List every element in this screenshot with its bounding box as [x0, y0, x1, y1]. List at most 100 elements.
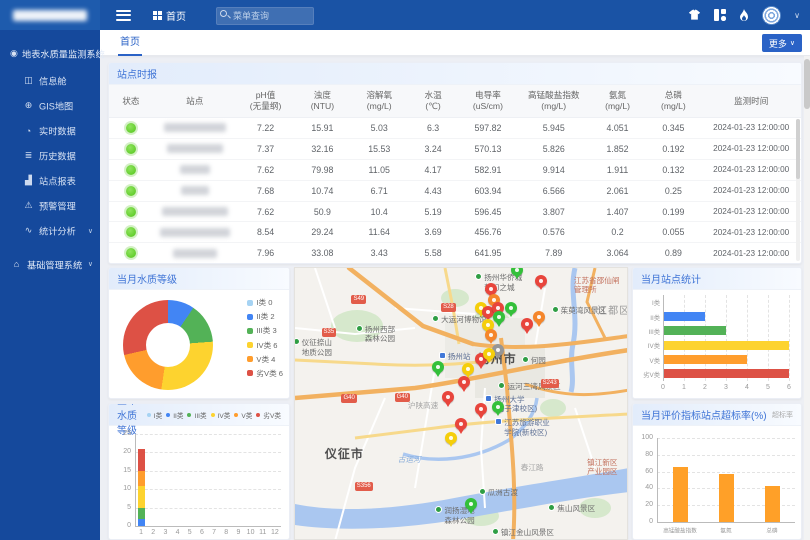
- legend-item[interactable]: II类 2: [247, 311, 283, 322]
- legend-marker: [256, 413, 260, 417]
- cell: 2024-01-23 12:00:00: [701, 123, 801, 132]
- legend-item[interactable]: I类 0: [247, 297, 283, 308]
- sidebar-item-0-2[interactable]: ◔实时数据: [0, 118, 100, 143]
- sidebar-item-0-6[interactable]: ∿统计分析∨: [0, 218, 100, 243]
- map-pin-red[interactable]: [475, 403, 487, 418]
- search-icon: [220, 10, 227, 17]
- sidebar-group-label: 基础管理系统: [27, 257, 82, 271]
- cell: 570.13: [458, 144, 518, 154]
- main-content: 站点时报 状态站点pH值(无量纲)浊度(NTU)溶解氧(mg/L)水温(℃)电导…: [100, 56, 810, 540]
- table-row[interactable]: 7.9633.083.435.58641.957.893.0640.892024…: [109, 243, 801, 264]
- legend-item[interactable]: III类: [187, 410, 206, 420]
- map-pin-red[interactable]: [442, 391, 454, 406]
- poi-green-icon: [432, 315, 439, 322]
- sidebar-group-0[interactable]: ◉地表水质量监测系统∧: [0, 38, 100, 68]
- legend-label: I类: [154, 410, 162, 420]
- sidebar-item-0-4[interactable]: ▟站点报表: [0, 168, 100, 193]
- hamburger-menu-icon[interactable]: [116, 10, 131, 21]
- table-row[interactable]: 7.3732.1615.533.24570.135.8261.8520.1922…: [109, 139, 801, 160]
- nav-home-link[interactable]: 首页: [153, 8, 186, 23]
- flame-icon[interactable]: [739, 9, 749, 22]
- chevron-down-icon[interactable]: ∨: [794, 11, 800, 20]
- map-pin-green[interactable]: [432, 361, 444, 376]
- cell: 0.199: [645, 207, 701, 217]
- more-button[interactable]: 更多 ∨: [762, 34, 802, 52]
- station-cell: [153, 186, 237, 195]
- legend-item[interactable]: IV类 6: [247, 340, 283, 351]
- stack-segment: [138, 519, 145, 526]
- map-pin-green[interactable]: [465, 498, 477, 513]
- bar: [673, 467, 688, 522]
- gis-map[interactable]: 扬州市仪征市江都区扬州西部森林公园仪征捺山地质公园大运河博物馆扬州站何园运河三湾…: [294, 267, 628, 540]
- page-scrollbar-thumb[interactable]: [804, 59, 810, 109]
- table-row[interactable]: 7.6250.910.45.19596.453.8071.4070.199202…: [109, 202, 801, 223]
- series-legend[interactable]: 超标率: [772, 410, 793, 420]
- x-tick-label: 8: [220, 529, 232, 536]
- x-tick-label: 6: [784, 384, 794, 391]
- card-header: 站点时报: [109, 63, 801, 85]
- legend-item[interactable]: IV类: [211, 410, 231, 420]
- theme-shirt-icon[interactable]: [688, 9, 701, 21]
- search-input[interactable]: [216, 7, 314, 25]
- user-avatar[interactable]: [762, 6, 781, 25]
- sidebar-group-1[interactable]: ⌂基础管理系统∨: [0, 249, 100, 279]
- gridline: [657, 522, 795, 523]
- cell: 11.05: [350, 165, 408, 175]
- legend-item[interactable]: 劣V类 6: [247, 368, 283, 379]
- sidebar-item-0-3[interactable]: ≣历史数据: [0, 143, 100, 168]
- legend-item[interactable]: V类: [234, 410, 252, 420]
- map-pin-green[interactable]: [511, 267, 523, 279]
- legend-item[interactable]: I类: [147, 410, 162, 420]
- tab-home[interactable]: 首页: [118, 30, 142, 56]
- cell: 7.89: [518, 248, 590, 258]
- cell: 2024-01-23 12:00:00: [701, 144, 801, 153]
- legend-item[interactable]: 劣V类: [256, 410, 281, 420]
- chevron-down-icon: ∨: [790, 39, 795, 47]
- y-tick-label: 40: [633, 484, 653, 491]
- map-pin-yellow[interactable]: [483, 348, 495, 363]
- map-pin-yellow[interactable]: [445, 432, 457, 447]
- table-scrollbar-thumb[interactable]: [796, 119, 800, 179]
- station-cell: [153, 165, 237, 174]
- table-row[interactable]: 8.5429.2411.643.69456.760.5760.20.055202…: [109, 222, 801, 243]
- legend-item[interactable]: III类 3: [247, 325, 283, 336]
- tab-bar: 首页 更多 ∨: [100, 30, 810, 56]
- cell: 597.82: [458, 123, 518, 133]
- station-name-blurred: [162, 207, 228, 216]
- poi-green-icon: [492, 528, 499, 535]
- legend-marker: [166, 413, 170, 417]
- y-tick-label: 20: [633, 501, 653, 508]
- y-tick-label: 100: [633, 434, 653, 441]
- bar: [664, 326, 726, 335]
- table-scrollbar: [796, 119, 800, 261]
- map-pin-green[interactable]: [492, 401, 504, 416]
- legend-item[interactable]: II类: [166, 410, 183, 420]
- navbar-right: ∨: [688, 6, 810, 25]
- sidebar-item-0-5[interactable]: ⚠预警管理: [0, 193, 100, 218]
- nav-home-label: 首页: [166, 8, 186, 23]
- sidebar-item-0-0[interactable]: ◫信息舱: [0, 68, 100, 93]
- map-pin-orange[interactable]: [533, 311, 545, 326]
- x-tick-label: 5: [184, 529, 196, 536]
- map-pin-red[interactable]: [521, 318, 533, 333]
- map-pin-green[interactable]: [505, 302, 517, 317]
- map-pin-red[interactable]: [458, 376, 470, 391]
- card-header: 当月评价指标站点超标率(%) 超标率: [633, 404, 801, 426]
- layout-icon[interactable]: [714, 9, 726, 21]
- sidebar-item-0-1[interactable]: ⊕GIS地图: [0, 93, 100, 118]
- road-badge: G40: [341, 394, 356, 403]
- cell: 0.576: [518, 227, 590, 237]
- sidebar-item-label: 信息舱: [39, 74, 67, 88]
- stack-segment: [138, 486, 145, 508]
- sidebar-item-label: 预警管理: [39, 199, 76, 213]
- cell: 33.08: [294, 248, 350, 258]
- table-row[interactable]: 7.6279.9811.054.17582.919.9141.9110.1322…: [109, 160, 801, 181]
- table-row[interactable]: 7.6810.746.714.43603.946.5662.0610.25202…: [109, 181, 801, 202]
- year-legend: I类 II类 III类 IV类V类劣V类: [147, 410, 281, 420]
- legend-item[interactable]: V类 4: [247, 354, 283, 365]
- map-pin-red[interactable]: [535, 275, 547, 290]
- table-row[interactable]: 7.2215.915.036.3597.825.9454.0510.345202…: [109, 118, 801, 139]
- map-pin-green[interactable]: [493, 311, 505, 326]
- legend-marker: [247, 300, 253, 306]
- map-pin-orange[interactable]: [485, 329, 497, 344]
